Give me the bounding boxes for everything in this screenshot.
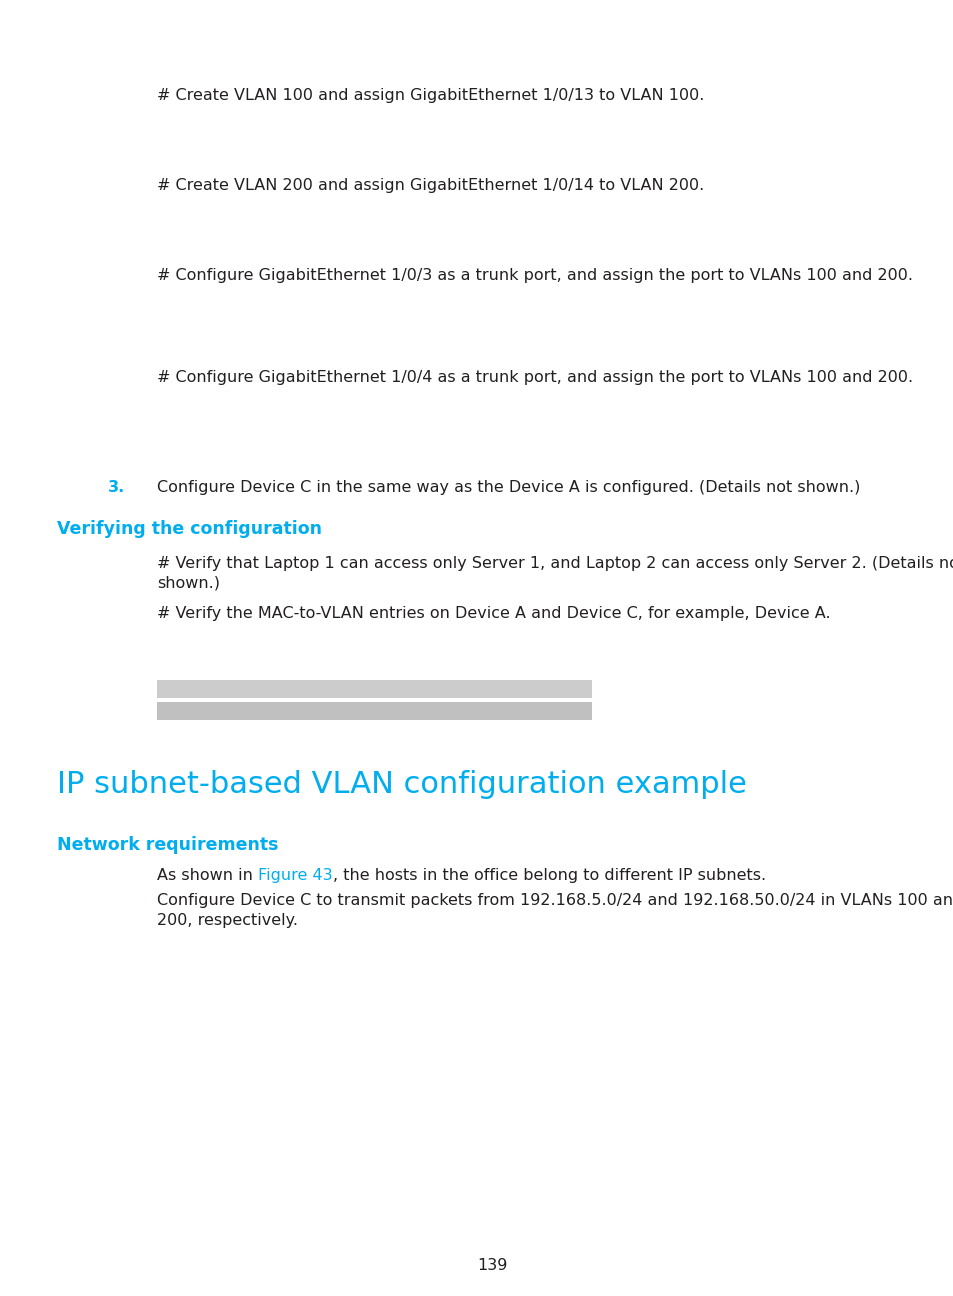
Text: , the hosts in the office belong to different IP subnets.: , the hosts in the office belong to diff… (333, 868, 765, 883)
Text: IP subnet-based VLAN configuration example: IP subnet-based VLAN configuration examp… (57, 770, 746, 800)
Text: # Configure GigabitEthernet 1/0/4 as a trunk port, and assign the port to VLANs : # Configure GigabitEthernet 1/0/4 as a t… (157, 369, 912, 385)
Text: # Verify that Laptop 1 can access only Server 1, and Laptop 2 can access only Se: # Verify that Laptop 1 can access only S… (157, 556, 953, 572)
Text: # Verify the MAC-to-VLAN entries on Device A and Device C, for example, Device A: # Verify the MAC-to-VLAN entries on Devi… (157, 607, 830, 621)
Text: shown.): shown.) (157, 575, 220, 591)
Bar (157, 702, 592, 721)
Text: # Create VLAN 100 and assign GigabitEthernet 1/0/13 to VLAN 100.: # Create VLAN 100 and assign GigabitEthe… (157, 88, 703, 102)
Text: As shown in: As shown in (157, 868, 257, 883)
Text: # Create VLAN 200 and assign GigabitEthernet 1/0/14 to VLAN 200.: # Create VLAN 200 and assign GigabitEthe… (157, 178, 703, 193)
Text: # Configure GigabitEthernet 1/0/3 as a trunk port, and assign the port to VLANs : # Configure GigabitEthernet 1/0/3 as a t… (157, 268, 912, 283)
Text: 139: 139 (476, 1258, 507, 1273)
Text: 200, respectively.: 200, respectively. (157, 912, 297, 928)
Bar (157, 680, 592, 699)
Text: Figure 43: Figure 43 (257, 868, 333, 883)
Text: Configure Device C to transmit packets from 192.168.5.0/24 and 192.168.50.0/24 i: Configure Device C to transmit packets f… (157, 893, 953, 908)
Text: 3.: 3. (108, 480, 125, 495)
Text: Configure Device C in the same way as the Device A is configured. (Details not s: Configure Device C in the same way as th… (157, 480, 860, 495)
Text: Network requirements: Network requirements (57, 836, 278, 854)
Text: Verifying the configuration: Verifying the configuration (57, 520, 322, 538)
